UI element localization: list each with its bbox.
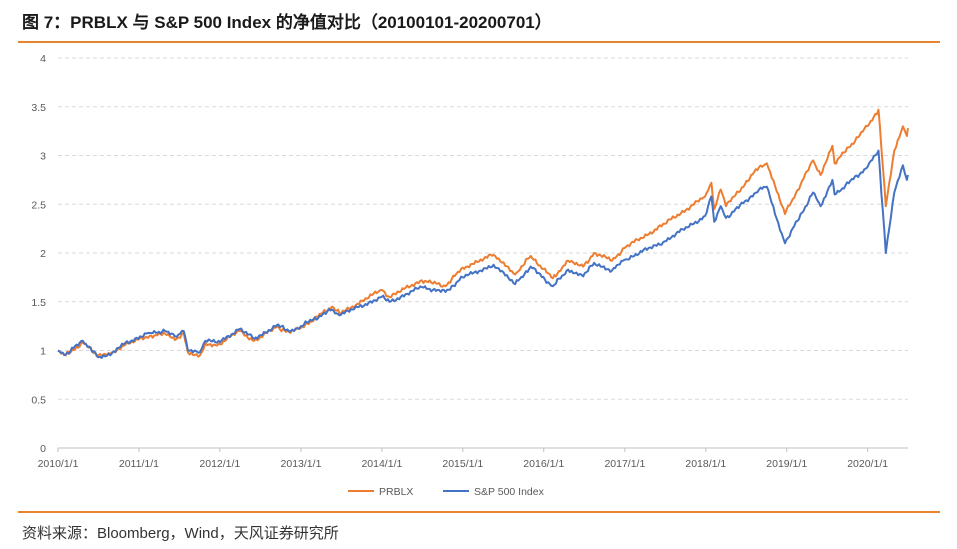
- x-tick-label: 2012/1/1: [199, 458, 240, 470]
- y-tick-label: 3.5: [31, 102, 46, 114]
- y-tick-label: 3: [40, 151, 46, 163]
- x-tick-label: 2013/1/1: [281, 458, 322, 470]
- title-divider: [18, 41, 940, 43]
- y-tick-label: 2.5: [31, 199, 46, 211]
- footer-divider: [18, 511, 940, 513]
- series-line-sp500: [57, 149, 909, 359]
- gridlines: [58, 57, 908, 449]
- y-tick-label: 0.5: [31, 394, 46, 406]
- y-tick-label: 4: [40, 53, 46, 65]
- y-tick-label: 1.5: [31, 297, 46, 309]
- y-tick-label: 2: [40, 248, 46, 260]
- x-tick-label: 2015/1/1: [442, 458, 483, 470]
- source-note: 资料来源：Bloomberg，Wind，天风证券研究所: [22, 525, 339, 542]
- line-chart: 0 0.5 1 1.5 2 2.5 3 3.5 4 2010/1/1 2011/1/1 2012/1…: [31, 53, 909, 498]
- x-tick-label: 2019/1/1: [766, 458, 807, 470]
- series-line-prblx: [57, 108, 909, 358]
- y-tick-label: 0: [40, 443, 46, 455]
- legend-label: PRBLX: [379, 486, 413, 498]
- x-tick-label: 2011/1/1: [119, 458, 159, 470]
- y-tick-label: 1: [40, 346, 46, 358]
- x-axis-ticks: 2010/1/1 2011/1/1 2012/1/1 2013/1/1 2014/1/1…: [38, 448, 888, 470]
- legend-label: S&P 500 Index: [474, 486, 545, 498]
- x-tick-label: 2017/1/1: [604, 458, 645, 470]
- x-tick-label: 2018/1/1: [685, 458, 726, 470]
- series-lines: [57, 108, 909, 359]
- chart-title: 图 7：PRBLX 与 S&P 500 Index 的净值对比（20100101…: [22, 13, 552, 32]
- x-tick-label: 2014/1/1: [361, 458, 402, 470]
- y-axis-ticks: 0 0.5 1 1.5 2 2.5 3 3.5 4: [31, 53, 46, 455]
- x-tick-label: 2010/1/1: [38, 458, 79, 470]
- chart-legend: PRBLX S&P 500 Index: [348, 486, 545, 498]
- x-tick-label: 2020/1/1: [847, 458, 888, 470]
- x-tick-label: 2016/1/1: [523, 458, 564, 470]
